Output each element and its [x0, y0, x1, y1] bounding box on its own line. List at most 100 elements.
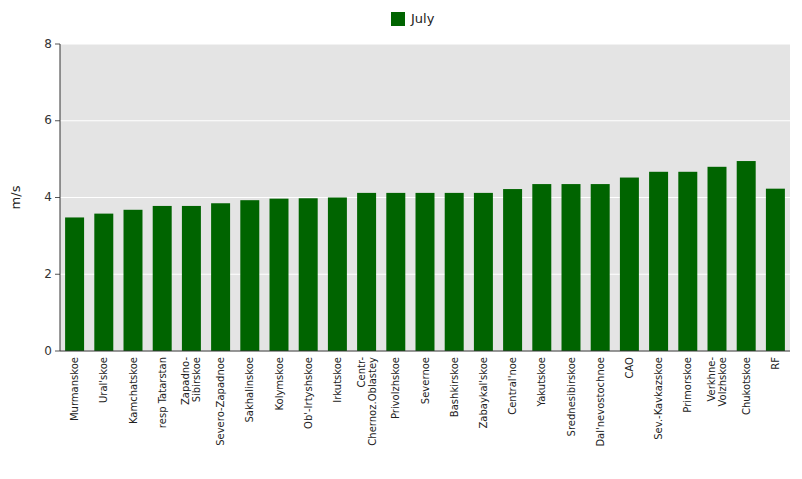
- x-tick-label-line: Bashkirskoe: [449, 357, 460, 417]
- bar: [328, 198, 347, 352]
- bar: [737, 161, 756, 351]
- bar: [532, 184, 551, 351]
- legend-swatch: [391, 12, 405, 26]
- x-tick-label: Bashkirskoe: [449, 357, 460, 417]
- x-tick-label-line: Sibirskoe: [191, 357, 202, 402]
- x-tick-label-line: Srednesibirskoe: [566, 357, 577, 436]
- y-tick: [55, 44, 60, 45]
- x-tick-label-group: Central'noe: [507, 357, 518, 415]
- bar: [591, 184, 610, 351]
- y-tick: [55, 197, 60, 198]
- x-tick-label-line: Chernoz.Oblastey: [367, 357, 378, 446]
- bar: [503, 189, 522, 351]
- y-tick-label: 4: [44, 190, 52, 204]
- x-tick-label: Murmanskoe: [69, 357, 80, 421]
- y-axis-line: [60, 44, 61, 351]
- bar: [240, 200, 259, 351]
- bar: [124, 210, 143, 351]
- x-tick-label-group: Ob'-Irtyshskoe: [303, 357, 314, 429]
- x-tick-label: Zapadno-Sibirskoe: [180, 357, 202, 405]
- x-tick-label-group: resp Tatarstan: [157, 357, 168, 428]
- x-tick-label-line: Primorskoe: [682, 357, 693, 413]
- x-tick-label-group: Verkhne-Volzhskoe: [706, 357, 728, 407]
- x-tick-label: Ural'skoe: [98, 357, 109, 403]
- bar: [416, 193, 435, 351]
- bar: [445, 193, 464, 351]
- bar: [357, 193, 376, 351]
- x-tick-label-group: Bashkirskoe: [449, 357, 460, 417]
- x-tick-label-group: CAO: [624, 357, 635, 379]
- x-tick-label-group: Privolzhskoe: [390, 357, 401, 419]
- x-tick-label-group: Murmanskoe: [69, 357, 80, 421]
- x-tick-label: Sev.-Kavkazskoe: [653, 357, 664, 440]
- x-tick-label-line: Kolymskoe: [274, 357, 285, 411]
- bar: [299, 198, 318, 351]
- x-tick-label-line: Severnoe: [420, 357, 431, 404]
- x-tick-label-line: Verkhne-: [706, 357, 717, 402]
- bar: [211, 203, 230, 351]
- x-tick-label-line: Zapadno-: [180, 357, 191, 405]
- bar: [270, 199, 289, 351]
- x-tick-label: Kamchatskoe: [128, 357, 139, 424]
- x-tick-label: Privolzhskoe: [390, 357, 401, 419]
- x-tick-label-group: Sev.-Kavkazskoe: [653, 357, 664, 440]
- x-tick-label: CAO: [624, 357, 635, 379]
- legend: July: [391, 11, 435, 27]
- x-tick-label: Severnoe: [420, 357, 431, 404]
- x-tick-label-line: Sakhalinskoe: [244, 357, 255, 423]
- x-tick-label-group: Zapadno-Sibirskoe: [180, 357, 202, 405]
- x-tick-label-line: Volzhskoe: [717, 357, 728, 406]
- x-tick-label: Verkhne-Volzhskoe: [706, 357, 728, 407]
- x-tick-label: Dal'nevostochnoe: [595, 357, 606, 447]
- x-tick-label-line: Irkutskoe: [332, 357, 343, 403]
- x-tick-label-line: Kamchatskoe: [128, 357, 139, 424]
- plot-background: [60, 44, 790, 351]
- x-tick-label-line: Centr-: [356, 357, 367, 388]
- chart: 02468MurmanskoeUral'skoeKamchatskoeresp …: [0, 0, 802, 479]
- x-tick-label-line: Severo-Zapadnoe: [215, 357, 226, 446]
- y-tick: [55, 351, 60, 352]
- x-tick-label: Chukotskoe: [741, 357, 752, 415]
- x-tick-label: Ob'-Irtyshskoe: [303, 357, 314, 429]
- bar: [708, 167, 727, 351]
- x-tick-label-line: Central'noe: [507, 357, 518, 415]
- x-tick-label: Primorskoe: [682, 357, 693, 413]
- x-axis-line: [60, 351, 790, 352]
- bar: [94, 214, 113, 351]
- x-tick-label-line: Privolzhskoe: [390, 357, 401, 419]
- x-tick-label-group: Chukotskoe: [741, 357, 752, 415]
- x-tick-label-line: Ural'skoe: [98, 357, 109, 403]
- x-tick-label-group: Severo-Zapadnoe: [215, 357, 226, 446]
- x-tick-label-group: Zabaykal'skoe: [478, 357, 489, 429]
- x-tick-label-group: Centr-Chernoz.Oblastey: [356, 357, 378, 446]
- legend-label: July: [410, 11, 435, 26]
- x-tick-label-group: Primorskoe: [682, 357, 693, 413]
- bar: [386, 193, 405, 351]
- y-tick: [55, 274, 60, 275]
- bar: [474, 193, 493, 351]
- x-tick-label-group: Ural'skoe: [98, 357, 109, 403]
- bar: [153, 206, 172, 351]
- y-tick: [55, 120, 60, 121]
- x-tick-label-line: Murmanskoe: [69, 357, 80, 421]
- x-tick-label-line: Sev.-Kavkazskoe: [653, 357, 664, 440]
- x-tick-label-line: Dal'nevostochnoe: [595, 357, 606, 447]
- x-tick-label-line: CAO: [624, 357, 635, 379]
- x-tick-label-group: Severnoe: [420, 357, 431, 404]
- x-tick-label-line: Ob'-Irtyshskoe: [303, 357, 314, 429]
- x-tick-label: Irkutskoe: [332, 357, 343, 403]
- bar: [562, 184, 581, 351]
- y-axis-label: m/s: [8, 185, 23, 209]
- x-tick-label-line: resp Tatarstan: [157, 357, 168, 428]
- x-tick-label-line: RF: [770, 357, 781, 370]
- x-tick-label-group: Kolymskoe: [274, 357, 285, 411]
- x-tick-label: Central'noe: [507, 357, 518, 415]
- bars: [65, 161, 785, 351]
- x-tick-label-line: Yakutskoe: [536, 357, 547, 408]
- x-tick-label-line: Chukotskoe: [741, 357, 752, 415]
- bar: [766, 189, 785, 351]
- chart-container: 02468MurmanskoeUral'skoeKamchatskoeresp …: [0, 0, 802, 479]
- x-tick-label-group: Sakhalinskoe: [244, 357, 255, 423]
- x-tick-label: Centr-Chernoz.Oblastey: [356, 357, 378, 446]
- x-tick-label-group: Irkutskoe: [332, 357, 343, 403]
